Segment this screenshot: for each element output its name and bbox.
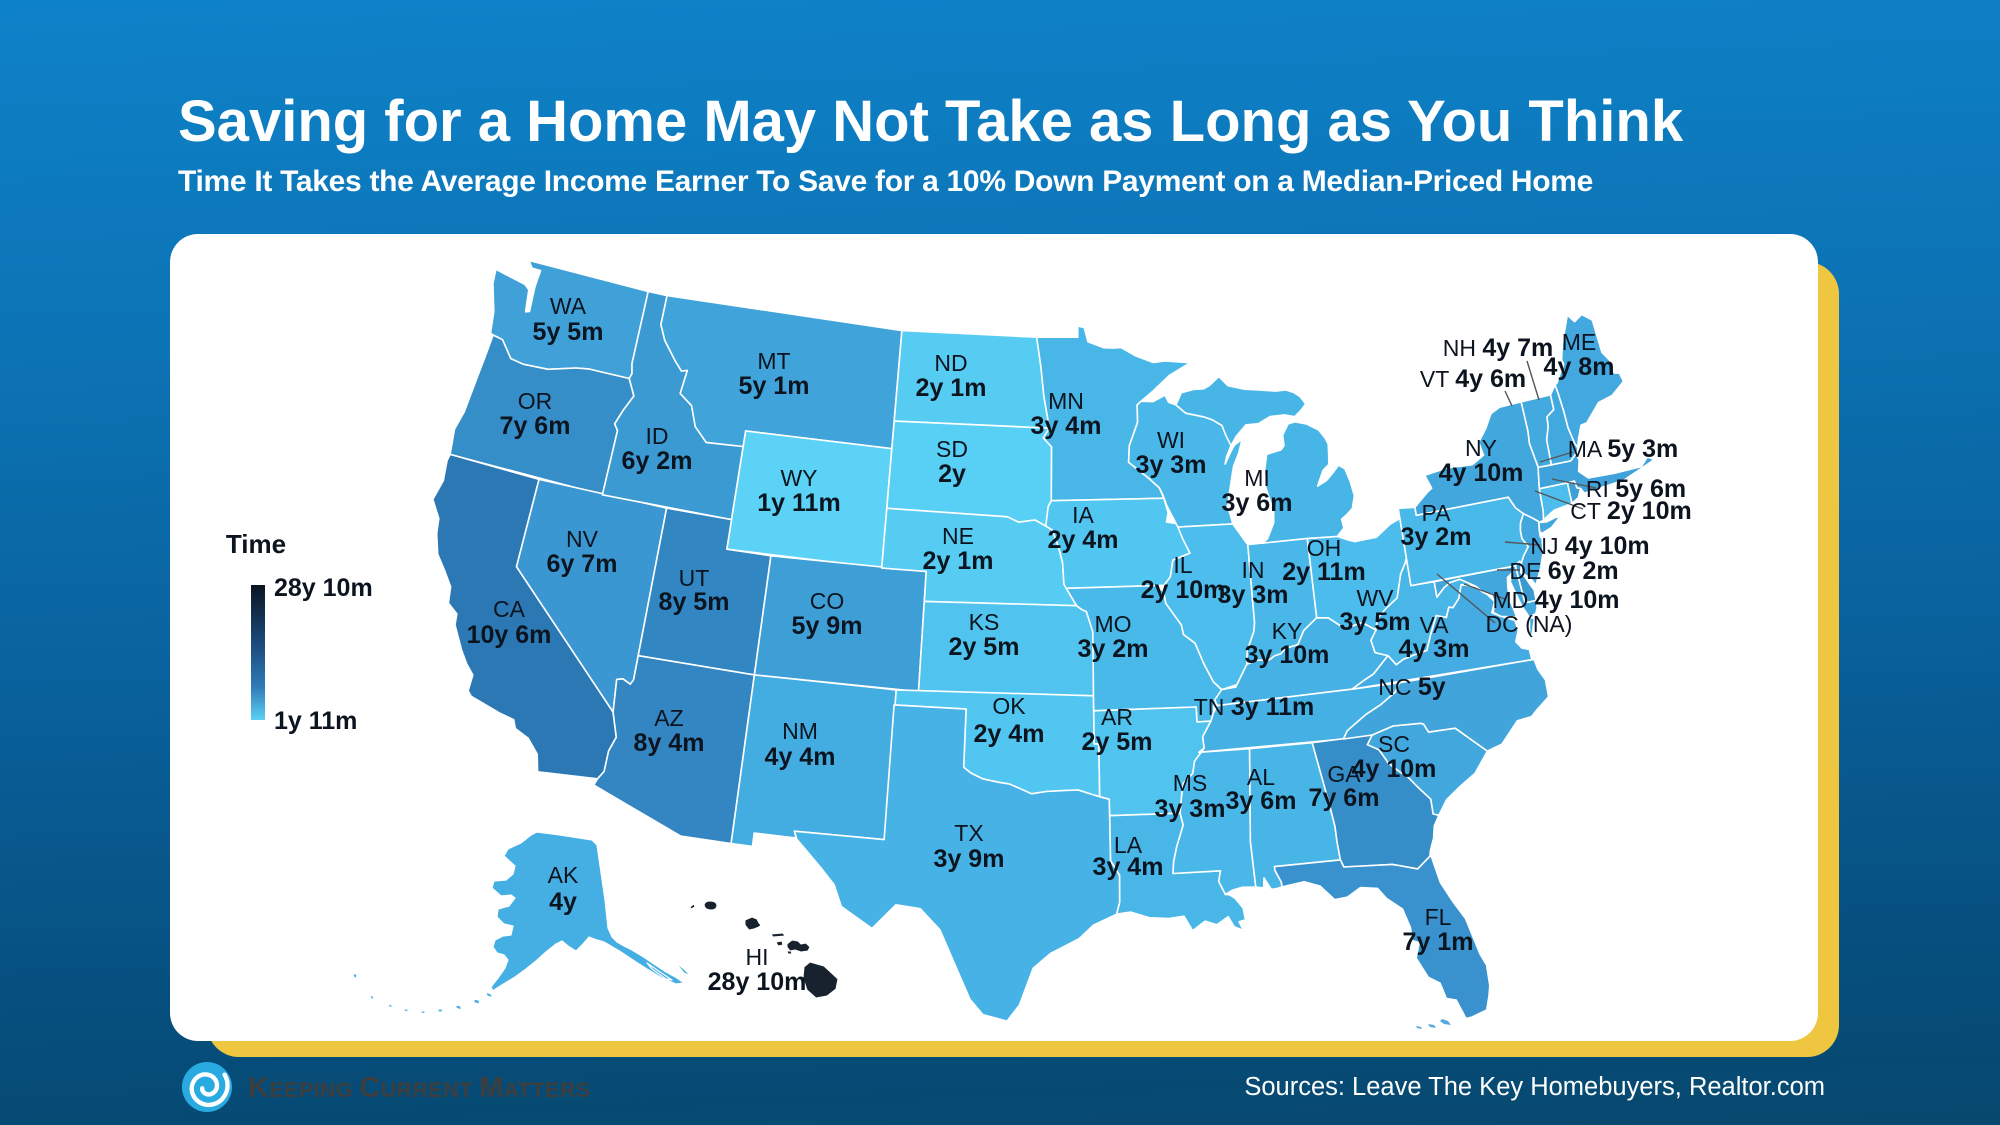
svg-text:6y 7m: 6y 7m xyxy=(547,550,618,578)
svg-text:OK: OK xyxy=(992,693,1026,719)
svg-text:2y 4m: 2y 4m xyxy=(974,720,1045,748)
svg-text:DE 6y 2m: DE 6y 2m xyxy=(1509,557,1618,585)
svg-text:4y 4m: 4y 4m xyxy=(765,743,836,771)
svg-text:10y 6m: 10y 6m xyxy=(467,621,552,649)
svg-text:4y 3m: 4y 3m xyxy=(1399,635,1470,663)
svg-text:OR: OR xyxy=(518,388,553,414)
svg-text:3y 3m: 3y 3m xyxy=(1155,795,1226,823)
svg-text:ND: ND xyxy=(934,350,967,376)
svg-text:TN 3y 11m: TN 3y 11m xyxy=(1194,693,1314,721)
svg-text:NM: NM xyxy=(782,718,818,744)
svg-text:CO: CO xyxy=(810,588,845,614)
svg-text:3y 4m: 3y 4m xyxy=(1031,412,1102,440)
svg-text:5y 1m: 5y 1m xyxy=(739,372,810,400)
svg-text:PA: PA xyxy=(1422,500,1452,526)
svg-text:SD: SD xyxy=(936,436,968,462)
svg-text:6y 2m: 6y 2m xyxy=(622,447,693,475)
svg-text:VT 4y 6m: VT 4y 6m xyxy=(1420,365,1526,393)
svg-text:4y 10m: 4y 10m xyxy=(1439,459,1524,487)
svg-text:MO: MO xyxy=(1094,611,1131,637)
svg-text:WV: WV xyxy=(1356,585,1394,611)
svg-text:KY: KY xyxy=(1272,618,1303,644)
svg-text:3y 3m: 3y 3m xyxy=(1136,451,1207,479)
svg-text:7y 1m: 7y 1m xyxy=(1403,928,1474,956)
svg-text:3y 5m: 3y 5m xyxy=(1340,608,1411,636)
svg-text:AL: AL xyxy=(1247,764,1275,790)
svg-text:AR: AR xyxy=(1101,704,1133,730)
svg-text:MN: MN xyxy=(1048,388,1084,414)
svg-text:8y 5m: 8y 5m xyxy=(659,588,730,616)
svg-text:Time: Time xyxy=(226,529,286,559)
svg-text:AZ: AZ xyxy=(654,705,683,731)
svg-text:DC (NA): DC (NA) xyxy=(1486,611,1573,637)
svg-text:NE: NE xyxy=(942,523,974,549)
svg-text:5y 9m: 5y 9m xyxy=(792,612,863,640)
svg-text:2y 4m: 2y 4m xyxy=(1048,526,1119,554)
svg-text:IN: IN xyxy=(1242,557,1265,583)
svg-text:3y 9m: 3y 9m xyxy=(934,845,1005,873)
svg-text:MS: MS xyxy=(1173,770,1208,796)
svg-text:28y 10m: 28y 10m xyxy=(274,574,373,602)
svg-text:2y 1m: 2y 1m xyxy=(923,547,994,575)
svg-text:AK: AK xyxy=(548,862,579,888)
svg-text:CA: CA xyxy=(493,596,526,622)
svg-text:UT: UT xyxy=(679,565,710,591)
svg-text:HI: HI xyxy=(746,944,769,970)
svg-text:4y: 4y xyxy=(549,888,577,916)
svg-text:3y 6m: 3y 6m xyxy=(1222,489,1293,517)
svg-text:OH: OH xyxy=(1307,535,1342,561)
svg-text:WA: WA xyxy=(550,293,587,319)
svg-text:LA: LA xyxy=(1114,832,1143,858)
svg-text:2y 10m: 2y 10m xyxy=(1141,576,1226,604)
svg-text:TX: TX xyxy=(954,820,983,846)
svg-text:IA: IA xyxy=(1072,502,1094,528)
svg-text:WY: WY xyxy=(780,465,817,491)
svg-text:4y 8m: 4y 8m xyxy=(1544,353,1615,381)
svg-text:KS: KS xyxy=(969,609,1000,635)
svg-text:MA 5y 3m: MA 5y 3m xyxy=(1568,435,1679,463)
svg-text:28y 10m: 28y 10m xyxy=(708,968,807,996)
svg-text:8y 4m: 8y 4m xyxy=(634,729,705,757)
svg-text:RI 5y 6m: RI 5y 6m xyxy=(1586,475,1686,503)
svg-text:MI: MI xyxy=(1244,465,1270,491)
svg-text:3y 4m: 3y 4m xyxy=(1093,853,1164,881)
svg-text:1y 11m: 1y 11m xyxy=(757,489,840,517)
svg-text:VA: VA xyxy=(1420,612,1450,638)
svg-text:ID: ID xyxy=(646,423,669,449)
svg-text:4y 10m: 4y 10m xyxy=(1352,755,1437,783)
svg-text:NC 5y: NC 5y xyxy=(1378,673,1446,701)
svg-text:2y 11m: 2y 11m xyxy=(1282,558,1365,586)
svg-text:MD 4y 10m: MD 4y 10m xyxy=(1493,586,1620,614)
svg-text:2y 5m: 2y 5m xyxy=(1082,728,1153,756)
svg-text:SC: SC xyxy=(1378,731,1410,757)
svg-text:MT: MT xyxy=(757,348,790,374)
svg-text:NJ 4y 10m: NJ 4y 10m xyxy=(1530,532,1649,560)
svg-text:3y 2m: 3y 2m xyxy=(1078,635,1149,663)
svg-text:NV: NV xyxy=(566,526,599,552)
svg-text:3y 3m: 3y 3m xyxy=(1218,581,1289,609)
svg-text:7y 6m: 7y 6m xyxy=(1309,784,1380,812)
svg-text:3y 10m: 3y 10m xyxy=(1245,641,1330,669)
svg-text:IL: IL xyxy=(1173,552,1192,578)
svg-text:NY: NY xyxy=(1465,435,1497,461)
svg-text:ME: ME xyxy=(1562,329,1597,355)
svg-text:2y 5m: 2y 5m xyxy=(949,633,1020,661)
svg-text:3y 2m: 3y 2m xyxy=(1401,523,1472,551)
svg-text:3y 6m: 3y 6m xyxy=(1226,787,1297,815)
svg-text:5y 5m: 5y 5m xyxy=(533,318,604,346)
svg-text:FL: FL xyxy=(1425,904,1452,930)
svg-text:NH 4y 7m: NH 4y 7m xyxy=(1443,334,1554,362)
svg-text:2y 1m: 2y 1m xyxy=(916,374,987,402)
svg-text:2y: 2y xyxy=(938,460,966,488)
svg-text:1y 11m: 1y 11m xyxy=(274,707,357,735)
svg-text:7y 6m: 7y 6m xyxy=(500,412,571,440)
svg-text:GA: GA xyxy=(1327,761,1361,787)
svg-text:CT 2y 10m: CT 2y 10m xyxy=(1570,497,1691,525)
svg-text:WI: WI xyxy=(1157,427,1185,453)
